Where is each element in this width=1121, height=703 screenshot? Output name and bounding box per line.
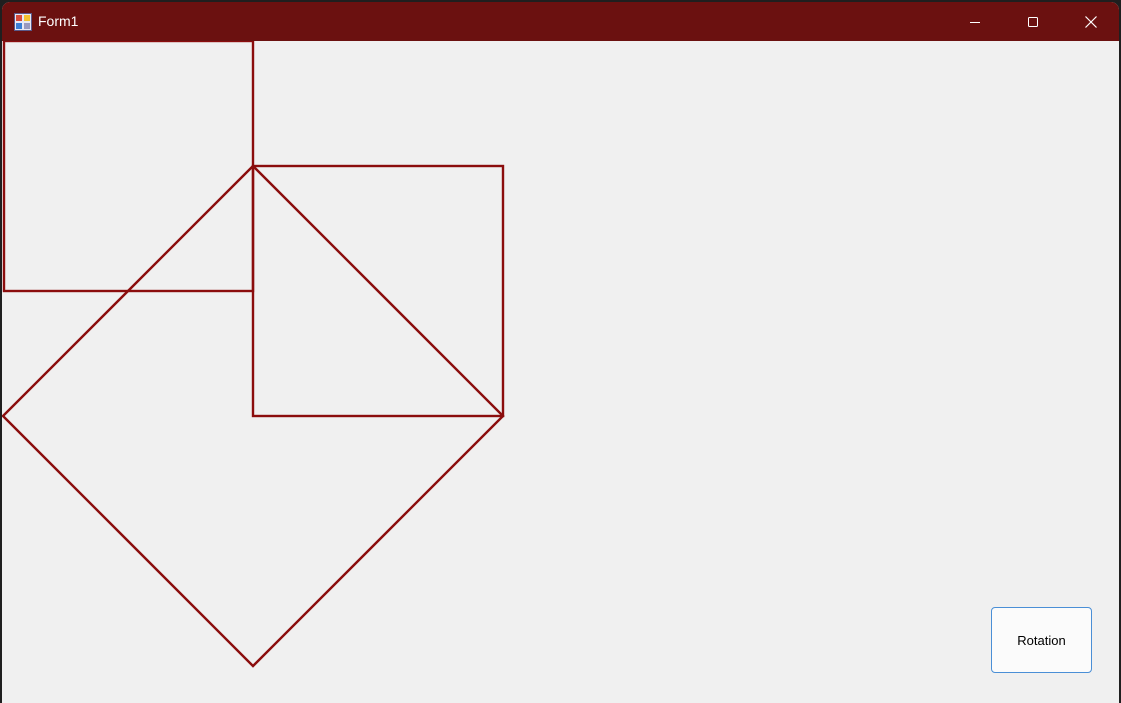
app-icon (14, 13, 32, 31)
square-top-left (2, 41, 255, 293)
rotation-button[interactable]: Rotation (991, 607, 1092, 673)
maximize-icon (1028, 16, 1038, 27)
close-button[interactable] (1062, 2, 1119, 41)
square-middle (251, 164, 505, 418)
minimize-button[interactable] (946, 2, 1004, 41)
drawing-canvas (2, 41, 505, 668)
title-bar[interactable]: Form1 (2, 2, 1119, 41)
maximize-button[interactable] (1004, 2, 1062, 41)
rotated-square (2, 164, 505, 668)
window-title: Form1 (38, 13, 79, 29)
minimize-icon (970, 21, 980, 23)
client-area: Rotation (2, 41, 1119, 703)
close-icon (1085, 15, 1097, 28)
